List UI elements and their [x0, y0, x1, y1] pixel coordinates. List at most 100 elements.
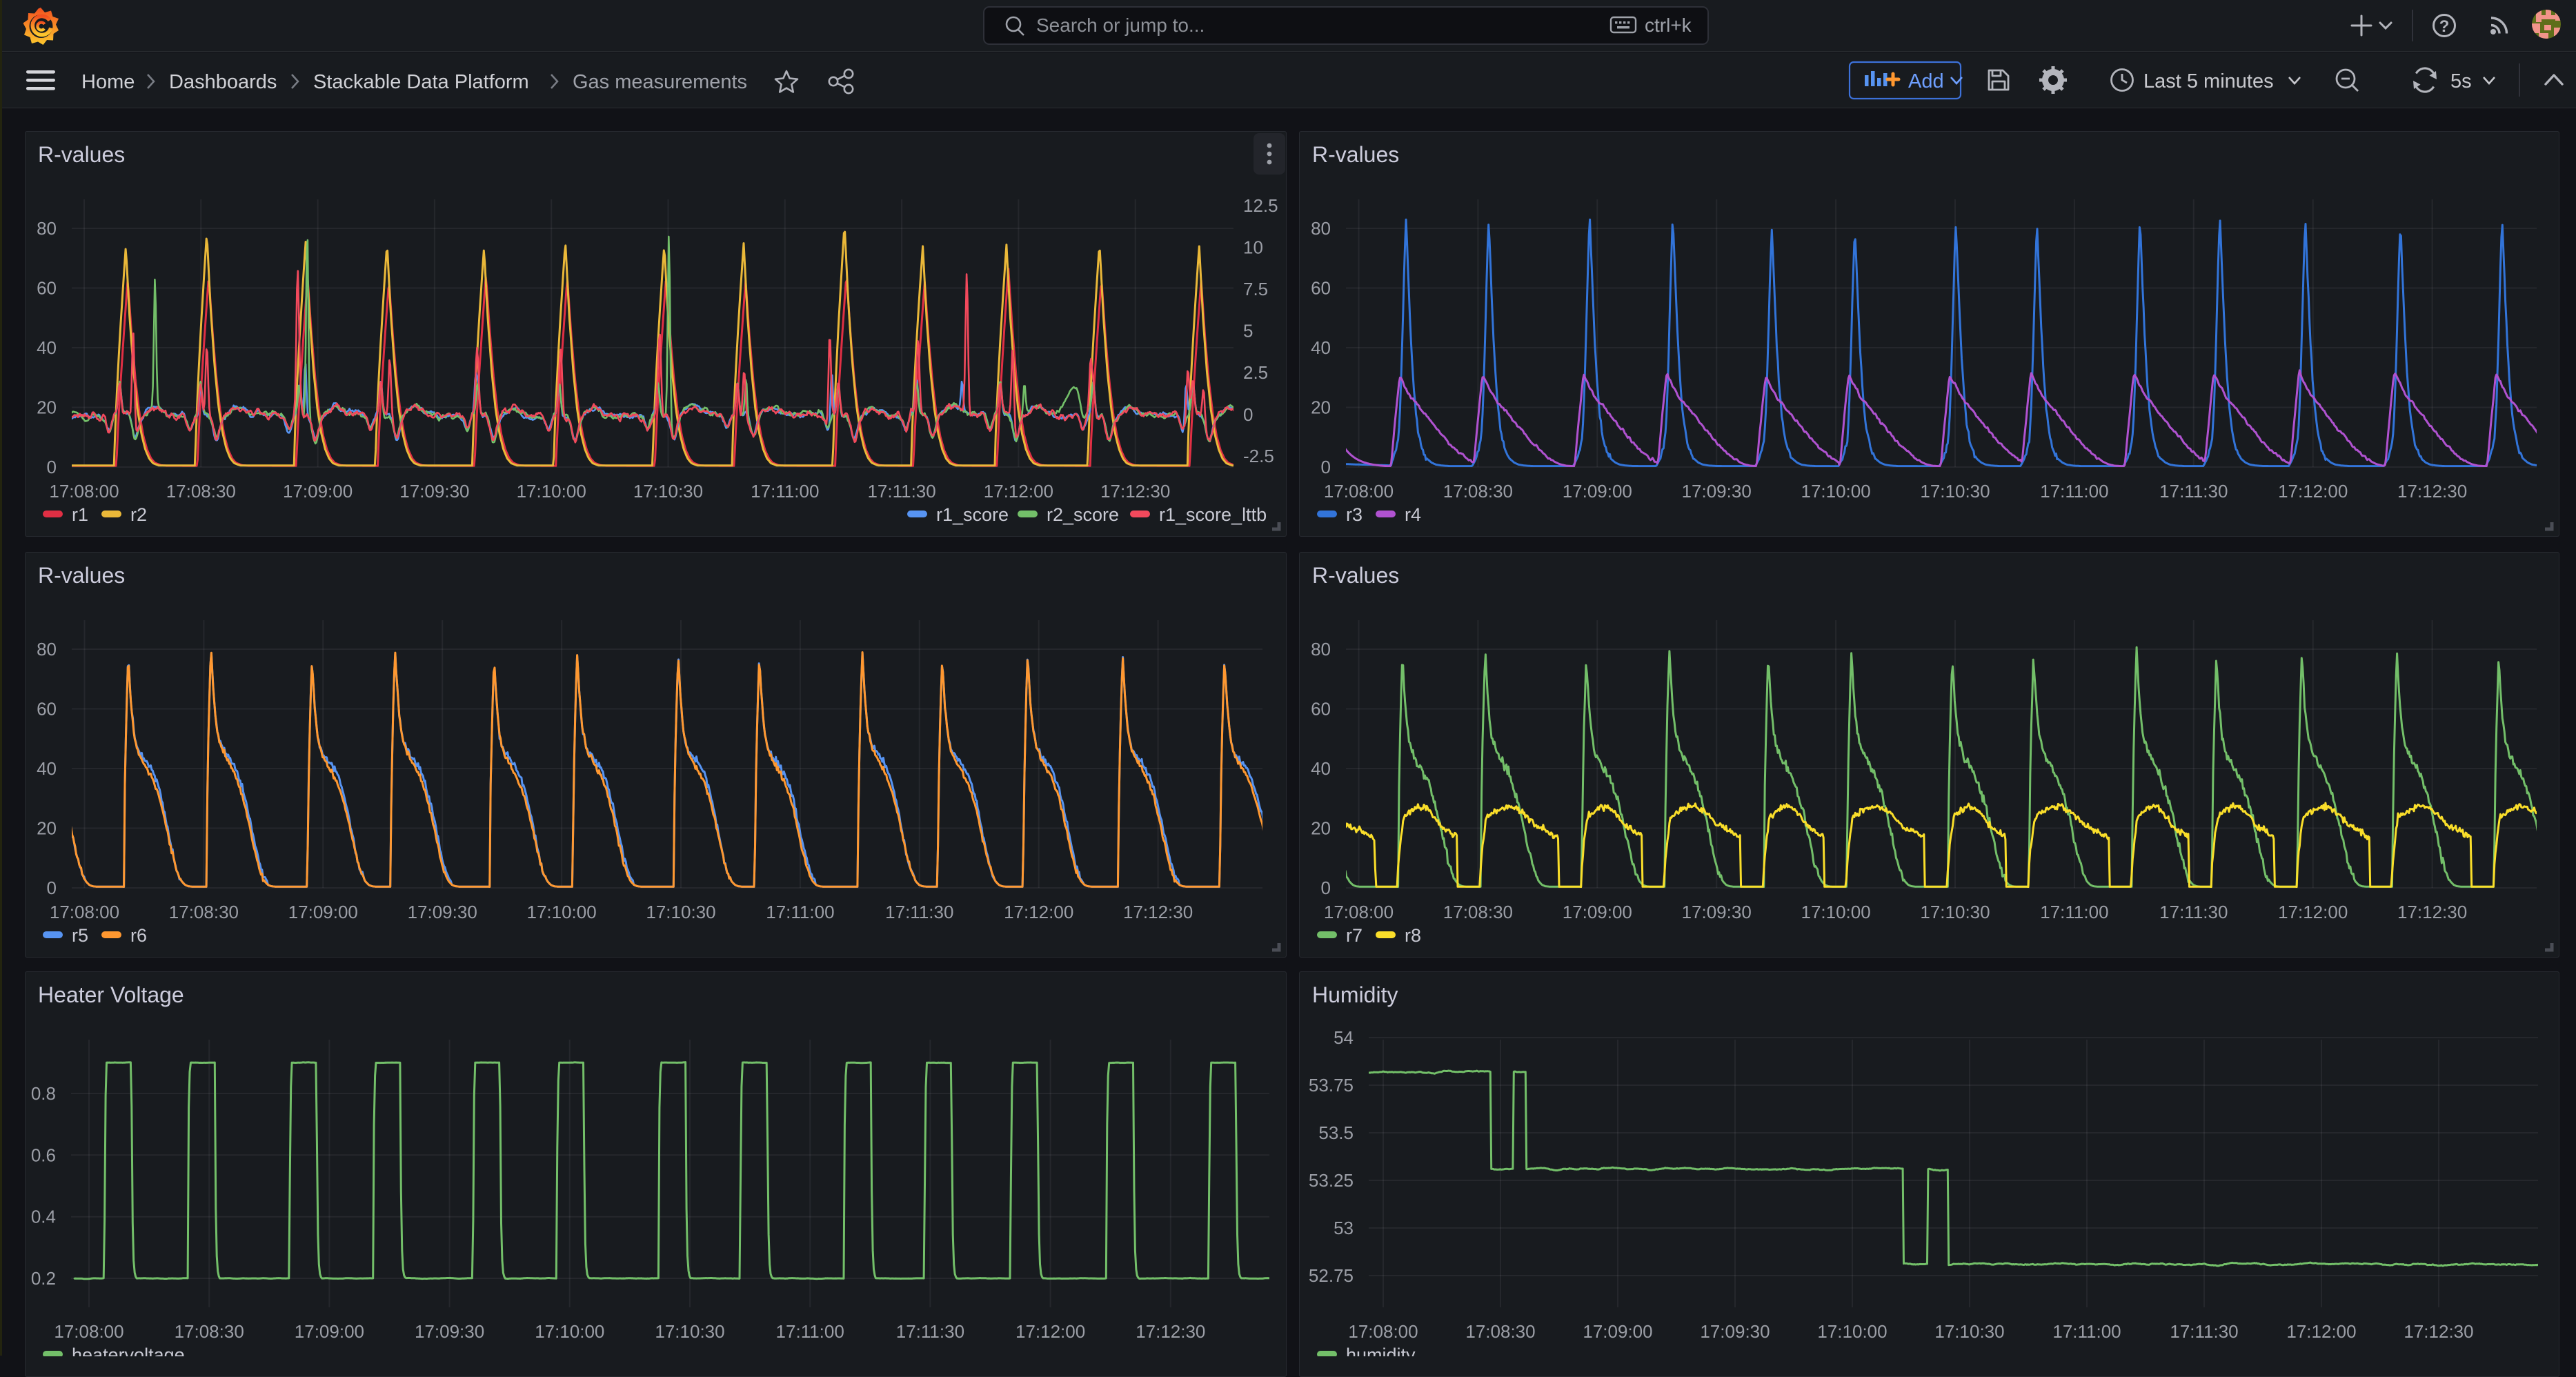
svg-text:17:09:30: 17:09:30 [415, 1321, 484, 1342]
svg-text:17:11:00: 17:11:00 [776, 1321, 844, 1342]
svg-text:40: 40 [1311, 337, 1331, 358]
svg-text:10: 10 [1243, 237, 1263, 258]
svg-text:r2_score: r2_score [1047, 504, 1119, 525]
svg-text:Gas measurements: Gas measurements [573, 71, 747, 93]
svg-text:R-values: R-values [38, 142, 125, 167]
svg-text:R-values: R-values [1312, 142, 1399, 167]
svg-text:0: 0 [47, 457, 57, 477]
svg-text:17:10:30: 17:10:30 [1920, 902, 1990, 922]
svg-text:0.2: 0.2 [31, 1268, 56, 1289]
svg-text:53.75: 53.75 [1309, 1075, 1354, 1096]
svg-text:17:12:00: 17:12:00 [984, 481, 1053, 502]
svg-text:17:09:00: 17:09:00 [1583, 1321, 1652, 1342]
svg-text:0: 0 [1321, 457, 1331, 477]
svg-text:17:08:00: 17:08:00 [1348, 1321, 1418, 1342]
svg-text:17:09:30: 17:09:30 [1682, 481, 1752, 502]
svg-text:12.5: 12.5 [1243, 195, 1278, 216]
svg-text:Last 5 minutes: Last 5 minutes [2143, 70, 2274, 92]
svg-text:17:10:30: 17:10:30 [1934, 1321, 2004, 1342]
svg-text:heatervoltage: heatervoltage [72, 1345, 185, 1356]
svg-text:17:12:30: 17:12:30 [1123, 902, 1193, 922]
svg-text:Stackable Data Platform: Stackable Data Platform [313, 71, 529, 93]
svg-text:17:09:30: 17:09:30 [399, 481, 469, 502]
svg-text:ctrl+k: ctrl+k [1645, 14, 1692, 36]
svg-text:Heater Voltage: Heater Voltage [38, 982, 184, 1007]
svg-text:17:09:00: 17:09:00 [1563, 481, 1632, 502]
svg-text:0.4: 0.4 [31, 1207, 56, 1227]
svg-text:R-values: R-values [38, 563, 125, 588]
svg-text:17:10:00: 17:10:00 [535, 1321, 604, 1342]
svg-text:80: 80 [37, 639, 57, 660]
svg-text:17:08:00: 17:08:00 [49, 481, 119, 502]
svg-text:17:09:30: 17:09:30 [408, 902, 477, 922]
svg-text:17:09:30: 17:09:30 [1700, 1321, 1770, 1342]
svg-text:r3: r3 [1346, 504, 1363, 525]
svg-text:17:08:00: 17:08:00 [54, 1321, 123, 1342]
svg-text:r1: r1 [72, 504, 88, 525]
svg-text:17:10:30: 17:10:30 [1920, 481, 1990, 502]
svg-text:r1_score: r1_score [936, 504, 1009, 525]
svg-text:40: 40 [1311, 758, 1331, 779]
svg-text:17:08:30: 17:08:30 [166, 481, 236, 502]
svg-text:r6: r6 [130, 925, 147, 946]
svg-text:Humidity: Humidity [1312, 982, 1398, 1007]
svg-text:2.5: 2.5 [1243, 362, 1268, 383]
svg-text:17:10:00: 17:10:00 [1801, 902, 1870, 922]
svg-text:0: 0 [1243, 404, 1253, 425]
svg-text:17:09:00: 17:09:00 [288, 902, 358, 922]
svg-text:5: 5 [1243, 321, 1253, 341]
svg-text:17:08:30: 17:08:30 [1465, 1321, 1535, 1342]
svg-text:17:11:00: 17:11:00 [2052, 1321, 2121, 1342]
svg-text:40: 40 [37, 337, 57, 358]
svg-text:R-values: R-values [1312, 563, 1399, 588]
svg-text:17:08:30: 17:08:30 [169, 902, 239, 922]
svg-text:17:08:30: 17:08:30 [1443, 902, 1513, 922]
svg-text:r2: r2 [130, 504, 147, 525]
svg-text:17:08:00: 17:08:00 [1324, 902, 1394, 922]
svg-text:17:11:00: 17:11:00 [766, 902, 834, 922]
svg-text:17:10:30: 17:10:30 [633, 481, 703, 502]
svg-text:17:10:00: 17:10:00 [526, 902, 596, 922]
svg-text:17:11:30: 17:11:30 [2159, 481, 2228, 502]
svg-text:17:11:30: 17:11:30 [2159, 902, 2228, 922]
svg-text:17:09:00: 17:09:00 [295, 1321, 364, 1342]
svg-text:60: 60 [1311, 278, 1331, 299]
svg-text:17:12:30: 17:12:30 [1100, 481, 1170, 502]
svg-text:80: 80 [37, 218, 57, 239]
svg-text:17:10:00: 17:10:00 [517, 481, 586, 502]
svg-text:17:12:30: 17:12:30 [2397, 902, 2467, 922]
svg-text:17:09:00: 17:09:00 [1563, 902, 1632, 922]
svg-text:r7: r7 [1346, 925, 1363, 946]
svg-text:53.25: 53.25 [1309, 1170, 1354, 1191]
svg-text:Dashboards: Dashboards [169, 71, 277, 93]
svg-text:17:08:30: 17:08:30 [1443, 481, 1513, 502]
svg-text:20: 20 [1311, 397, 1331, 418]
svg-text:17:12:00: 17:12:00 [1015, 1321, 1085, 1342]
svg-text:17:11:00: 17:11:00 [751, 481, 819, 502]
svg-text:17:11:30: 17:11:30 [867, 481, 935, 502]
svg-text:17:08:00: 17:08:00 [1324, 481, 1394, 502]
svg-text:0.6: 0.6 [31, 1145, 56, 1165]
svg-text:0: 0 [47, 878, 57, 898]
svg-text:52.75: 52.75 [1309, 1265, 1354, 1286]
svg-text:?: ? [2439, 17, 2450, 36]
svg-text:60: 60 [37, 699, 57, 720]
svg-text:17:09:30: 17:09:30 [1682, 902, 1752, 922]
svg-text:17:12:30: 17:12:30 [1136, 1321, 1205, 1342]
svg-text:54: 54 [1334, 1027, 1354, 1048]
svg-text:17:10:00: 17:10:00 [1817, 1321, 1887, 1342]
svg-text:humidity: humidity [1346, 1345, 1416, 1356]
svg-text:60: 60 [1311, 699, 1331, 720]
svg-text:17:12:00: 17:12:00 [2286, 1321, 2356, 1342]
svg-text:5s: 5s [2450, 70, 2472, 92]
svg-text:17:12:30: 17:12:30 [2397, 481, 2467, 502]
svg-text:40: 40 [37, 758, 57, 779]
svg-text:17:10:30: 17:10:30 [655, 1321, 724, 1342]
svg-text:17:12:30: 17:12:30 [2404, 1321, 2473, 1342]
svg-text:7.5: 7.5 [1243, 279, 1268, 299]
svg-text:17:08:30: 17:08:30 [175, 1321, 244, 1342]
svg-text:20: 20 [1311, 818, 1331, 839]
svg-text:0: 0 [1321, 878, 1331, 898]
svg-text:17:11:00: 17:11:00 [2040, 902, 2108, 922]
svg-text:0.8: 0.8 [31, 1083, 56, 1104]
